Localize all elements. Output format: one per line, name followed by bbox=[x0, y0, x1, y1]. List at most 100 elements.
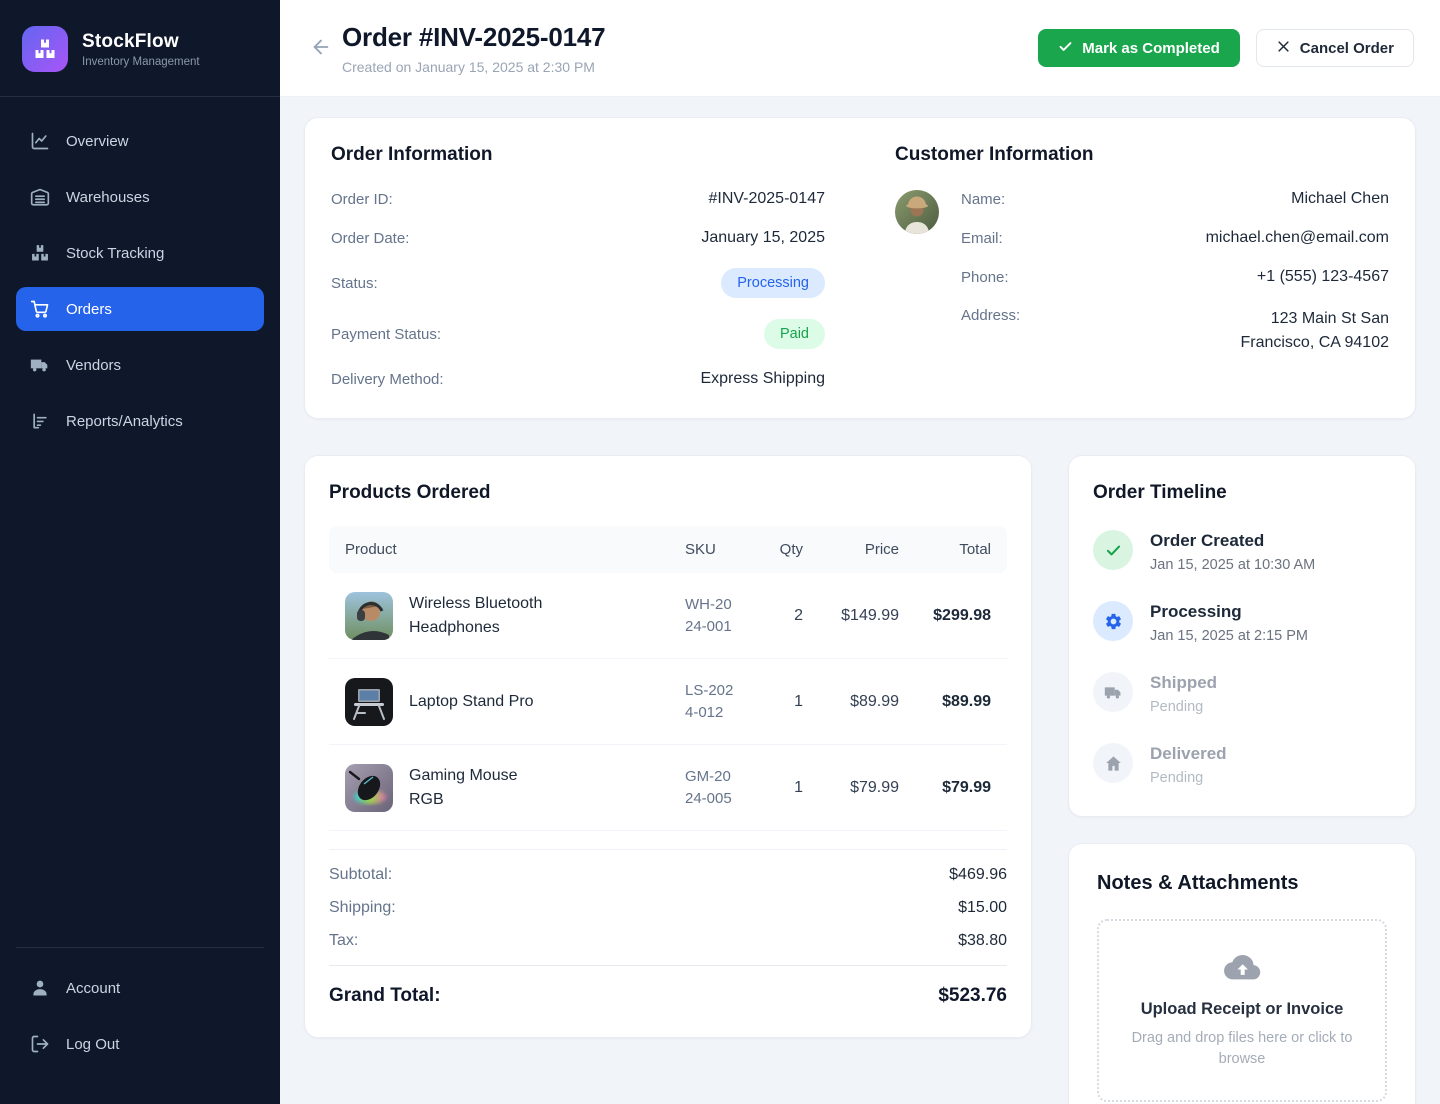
shipping-label: Shipping: bbox=[329, 899, 396, 916]
page-title: Order #INV-2025-0147 bbox=[342, 21, 606, 52]
order-information-title: Order Information bbox=[331, 144, 493, 165]
product-price: $89.99 bbox=[850, 692, 899, 710]
product-total: $79.99 bbox=[942, 778, 991, 796]
timeline-event-processing: Processing Jan 15, 2025 at 2:15 PM bbox=[1093, 601, 1391, 644]
sidebar-item-logout[interactable]: Log Out bbox=[16, 1022, 264, 1066]
customer-email-label: Email: bbox=[961, 229, 1003, 247]
column-total: Total bbox=[959, 541, 991, 558]
products-ordered-title: Products Ordered bbox=[329, 482, 491, 503]
sidebar-item-label: Overview bbox=[66, 132, 129, 150]
customer-email-row: Email: michael.chen@email.com bbox=[961, 229, 1389, 247]
tax-label: Tax: bbox=[329, 932, 359, 949]
page-content: Order Information Order ID: #INV-2025-01… bbox=[280, 97, 1440, 1104]
notes-attachments-title: Notes & Attachments bbox=[1097, 872, 1299, 894]
product-total: $299.98 bbox=[933, 606, 991, 624]
timeline-event-label: Delivered bbox=[1150, 744, 1227, 763]
order-id-value: #INV-2025-0147 bbox=[708, 190, 825, 207]
order-timeline-title: Order Timeline bbox=[1093, 482, 1227, 503]
product-sku: WH-2024-001 bbox=[685, 595, 732, 635]
product-thumbnail-headphones bbox=[345, 591, 393, 640]
main-area: Order #INV-2025-0147 Created on January … bbox=[280, 0, 1440, 1104]
timeline-event-time: Pending bbox=[1150, 699, 1204, 715]
tax-row: Tax: $38.80 bbox=[329, 932, 1007, 950]
shipping-row: Shipping: $15.00 bbox=[329, 899, 1007, 917]
grand-total-label: Grand Total: bbox=[329, 985, 441, 1006]
customer-avatar bbox=[895, 190, 939, 234]
line-chart-icon bbox=[30, 131, 50, 151]
page-header: Order #INV-2025-0147 Created on January … bbox=[280, 0, 1440, 97]
sidebar-item-label: Vendors bbox=[66, 356, 122, 374]
order-summary-totals: Subtotal: $469.96 Shipping: $15.00 Tax: … bbox=[329, 849, 1007, 1007]
status-label: Status: bbox=[331, 274, 378, 292]
product-qty: 1 bbox=[794, 692, 803, 710]
timeline-event-label: Order Created bbox=[1150, 531, 1265, 550]
timeline-event-delivered: Delivered Pending bbox=[1093, 743, 1391, 786]
table-row: Gaming Mouse RGB GM-2024-005 1 $79.99 $7… bbox=[329, 745, 1007, 831]
truck-icon bbox=[1093, 672, 1133, 712]
order-summary-card: Order Information Order ID: #INV-2025-01… bbox=[304, 117, 1416, 419]
grand-total-value: $523.76 bbox=[938, 985, 1007, 1006]
notes-attachments-card: Notes & Attachments Upload Receipt or In… bbox=[1068, 843, 1416, 1104]
sidebar-item-label: Orders bbox=[66, 300, 112, 318]
customer-name-row: Name: Michael Chen bbox=[961, 190, 1389, 208]
customer-email-value: michael.chen@email.com bbox=[1205, 229, 1389, 246]
sidebar-item-orders[interactable]: Orders bbox=[16, 287, 264, 331]
sidebar-item-account[interactable]: Account bbox=[16, 966, 264, 1010]
product-thumbnail-laptop-stand bbox=[345, 677, 393, 726]
order-date-row: Order Date: January 15, 2025 bbox=[331, 229, 825, 247]
check-circle-icon bbox=[1093, 530, 1133, 570]
brand-name: StockFlow bbox=[82, 30, 179, 52]
sidebar-item-label: Log Out bbox=[66, 1035, 120, 1053]
sidebar-item-overview[interactable]: Overview bbox=[16, 119, 264, 163]
timeline-event-time: Pending bbox=[1150, 770, 1204, 786]
column-product: Product bbox=[345, 541, 397, 558]
order-information-section: Order Information Order ID: #INV-2025-01… bbox=[331, 144, 825, 388]
timeline-event-time: Jan 15, 2025 at 2:15 PM bbox=[1150, 628, 1308, 644]
order-date-value: January 15, 2025 bbox=[701, 229, 825, 246]
product-total: $89.99 bbox=[942, 692, 991, 710]
sidebar-item-vendors[interactable]: Vendors bbox=[16, 343, 264, 387]
sidebar-item-label: Stock Tracking bbox=[66, 244, 165, 262]
back-button[interactable] bbox=[304, 31, 338, 65]
upload-dropzone[interactable]: Upload Receipt or Invoice Drag and drop … bbox=[1097, 919, 1387, 1103]
column-price: Price bbox=[864, 541, 899, 558]
cancel-order-label: Cancel Order bbox=[1299, 39, 1394, 57]
tax-value: $38.80 bbox=[958, 932, 1007, 949]
right-column: Order Timeline Order Created Jan 15, 202… bbox=[1068, 455, 1416, 1104]
log-out-icon bbox=[30, 1034, 50, 1054]
sidebar-item-warehouses[interactable]: Warehouses bbox=[16, 175, 264, 219]
bar-chart-horizontal-icon bbox=[30, 411, 50, 431]
title-block: Order #INV-2025-0147 Created on January … bbox=[342, 21, 606, 75]
sidebar-item-label: Warehouses bbox=[66, 188, 150, 206]
warehouse-icon bbox=[30, 187, 50, 207]
product-qty: 2 bbox=[794, 606, 803, 624]
sidebar-item-reports-analytics[interactable]: Reports/Analytics bbox=[16, 399, 264, 443]
cancel-order-button[interactable]: Cancel Order bbox=[1255, 29, 1414, 67]
arrow-left-icon bbox=[310, 36, 332, 61]
sidebar-footer: Account Log Out bbox=[0, 933, 280, 1104]
sidebar-spacer bbox=[0, 465, 280, 933]
payment-status-label: Payment Status: bbox=[331, 325, 442, 343]
timeline-event-label: Shipped bbox=[1150, 673, 1218, 692]
subtotal-value: $469.96 bbox=[949, 866, 1007, 883]
product-name: Laptop Stand Pro bbox=[409, 692, 534, 710]
product-price: $149.99 bbox=[841, 606, 899, 624]
subtotal-row: Subtotal: $469.96 bbox=[329, 866, 1007, 884]
mark-completed-button[interactable]: Mark as Completed bbox=[1038, 29, 1240, 67]
sidebar: StockFlow Inventory Management Overview … bbox=[0, 0, 280, 1104]
user-icon bbox=[30, 978, 50, 998]
product-sku: GM-2024-005 bbox=[685, 767, 732, 807]
shipping-value: $15.00 bbox=[958, 899, 1007, 916]
product-sku: LS-2024-012 bbox=[685, 681, 734, 721]
subtotal-label: Subtotal: bbox=[329, 866, 393, 883]
delivery-method-label: Delivery Method: bbox=[331, 370, 444, 388]
customer-address-label: Address: bbox=[961, 307, 1021, 324]
order-timeline-card: Order Timeline Order Created Jan 15, 202… bbox=[1068, 455, 1416, 817]
table-row: Laptop Stand Pro LS-2024-012 1 $89.99 $8… bbox=[329, 659, 1007, 745]
sidebar-item-stock-tracking[interactable]: Stock Tracking bbox=[16, 231, 264, 275]
sidebar-divider bbox=[0, 96, 280, 97]
payment-status-badge: Paid bbox=[763, 319, 825, 349]
table-row: Wireless Bluetooth Headphones WH-2024-00… bbox=[329, 573, 1007, 659]
products-ordered-card: Products Ordered Product SKU Qty Price T… bbox=[304, 455, 1032, 1038]
